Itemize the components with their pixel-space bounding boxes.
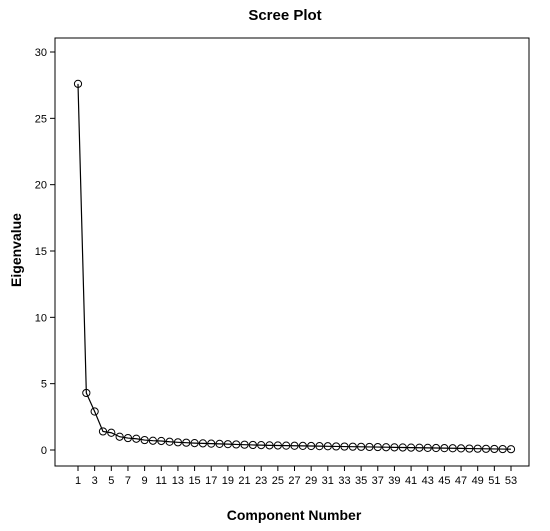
data-point [315,442,324,451]
series-line [77,83,512,450]
x-axis-label: Component Number [227,507,362,523]
x-tick-label: 35 [355,475,367,487]
y-tick-label: 20 [35,180,47,192]
data-point [215,439,224,448]
x-tick-label: 49 [472,475,484,487]
data-point [473,444,482,453]
x-tick-label: 7 [125,475,131,487]
x-tick-label: 13 [172,475,184,487]
x-tick-label: 37 [372,475,384,487]
y-axis-label: Eigenvalue [8,213,24,287]
x-tick-label: 31 [322,475,334,487]
data-point [431,443,441,453]
data-point [265,441,274,450]
x-tick-label: 39 [388,475,400,487]
plot-frame [54,37,530,467]
x-tick-label: 9 [142,475,148,487]
data-point [415,443,424,452]
data-point [373,442,382,452]
x-tick-label: 29 [305,475,317,487]
x-tick-label: 5 [108,475,114,487]
x-tick-label: 21 [238,475,250,487]
data-point [248,440,257,450]
y-axis: 0 5 10 15 20 25 30 [35,47,55,457]
data-point [140,435,149,445]
x-tick-label: 1 [75,475,81,487]
data-point [82,388,91,398]
data-point [107,428,116,437]
y-tick-label: 25 [35,113,47,125]
data-point [456,444,466,453]
x-tick-label: 41 [405,475,417,487]
x-tick-label: 45 [438,475,450,487]
data-point [115,432,124,441]
x-tick-label: 51 [488,475,500,487]
data-point [423,443,432,452]
data-point [173,438,183,447]
x-tick-label: 27 [288,475,300,487]
data-point [165,437,174,446]
x-tick-label: 11 [156,475,167,487]
x-tick-label: 15 [188,475,200,487]
data-point [207,439,216,448]
data-point [182,438,191,447]
data-point [398,443,407,452]
data-point [190,439,199,448]
data-point [506,445,516,454]
data-point [148,436,158,445]
data-point [290,441,299,450]
data-point [465,444,474,453]
data-point [440,444,449,453]
data-point [123,433,133,443]
x-tick-label: 33 [338,475,350,487]
data-point [157,436,166,446]
data-point [282,441,291,450]
chart-title: Scree Plot [248,7,321,24]
data-point [298,441,307,450]
data-point [448,444,457,453]
data-point [232,440,241,449]
data-points [73,79,516,454]
x-tick-label: 43 [422,475,434,487]
data-point [132,434,141,443]
x-tick-label: 3 [92,475,98,487]
x-axis: 1 3 5 7 9 11 13 15 17 19 21 23 25 27 29 31 33 35 37 39 41 43 4… [75,466,517,487]
data-point [357,442,366,451]
data-point [332,442,341,451]
x-tick-label: 19 [222,475,234,487]
x-tick-label: 25 [272,475,284,487]
y-tick-label: 10 [35,312,47,324]
y-tick-label: 0 [41,445,47,457]
data-point [340,442,349,451]
data-point [498,444,507,454]
data-point [273,441,282,450]
data-point [348,442,357,451]
x-tick-label: 17 [205,475,217,487]
data-point [198,439,208,448]
data-point [490,444,499,454]
data-point [365,442,374,452]
x-tick-label: 47 [455,475,467,487]
data-point [390,443,399,452]
data-point [257,440,266,450]
data-point [307,441,316,451]
y-tick-label: 30 [35,47,47,59]
data-point [223,440,232,449]
data-point [98,427,108,436]
data-point [481,444,491,453]
x-tick-label: 53 [505,475,517,487]
data-point [73,79,83,88]
data-point [406,443,416,452]
y-tick-label: 5 [41,379,47,391]
data-point [323,442,332,451]
data-point [90,407,99,416]
data-point [381,443,391,452]
y-tick-label: 15 [35,246,47,258]
data-point [240,440,249,449]
x-tick-label: 23 [255,475,267,487]
